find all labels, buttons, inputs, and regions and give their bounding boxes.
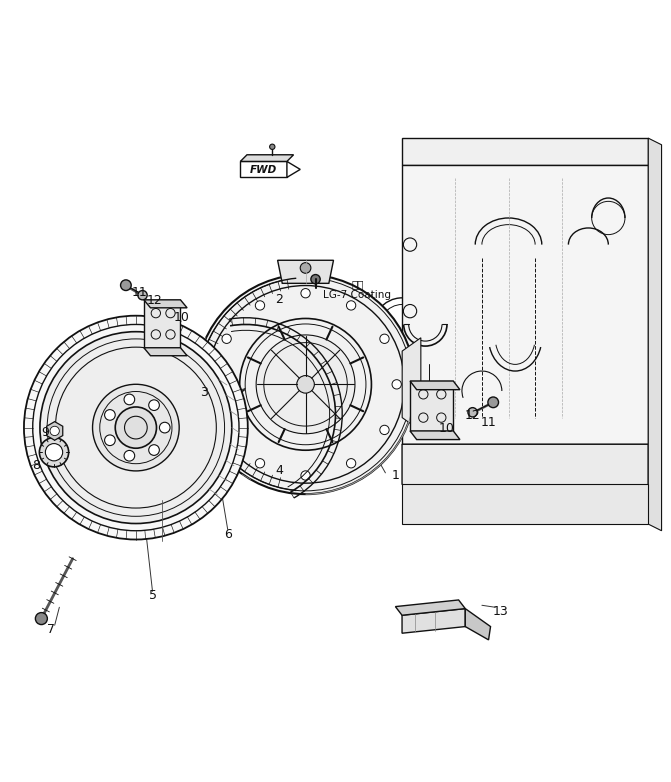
Circle shape (301, 289, 310, 298)
Polygon shape (402, 138, 648, 165)
Polygon shape (402, 444, 648, 524)
Circle shape (93, 384, 179, 471)
Circle shape (300, 263, 311, 273)
Circle shape (256, 335, 355, 434)
Polygon shape (402, 165, 648, 444)
Text: 7: 7 (47, 622, 55, 636)
Text: 4: 4 (275, 465, 283, 477)
Text: 5: 5 (148, 590, 156, 602)
Text: 13: 13 (493, 605, 509, 619)
Polygon shape (144, 300, 180, 348)
Circle shape (105, 435, 115, 446)
Circle shape (468, 407, 477, 417)
Polygon shape (46, 421, 63, 440)
Circle shape (301, 471, 310, 480)
Text: 注布: 注布 (351, 279, 364, 289)
Text: 11: 11 (480, 417, 497, 429)
Circle shape (149, 445, 160, 455)
Text: 1: 1 (391, 469, 399, 482)
Circle shape (256, 301, 264, 310)
Circle shape (222, 334, 231, 343)
Polygon shape (410, 431, 460, 439)
Polygon shape (402, 484, 648, 524)
Circle shape (297, 375, 314, 393)
Polygon shape (465, 608, 491, 640)
Circle shape (380, 334, 389, 343)
Text: 2: 2 (275, 292, 283, 306)
Polygon shape (240, 155, 294, 161)
Circle shape (121, 280, 132, 291)
Polygon shape (144, 348, 187, 356)
Circle shape (105, 410, 115, 420)
Polygon shape (402, 338, 421, 431)
Circle shape (124, 450, 135, 461)
Circle shape (115, 407, 156, 448)
Circle shape (124, 394, 135, 405)
Circle shape (36, 612, 48, 625)
Polygon shape (144, 300, 187, 308)
Text: 11: 11 (132, 286, 147, 299)
Circle shape (270, 144, 275, 149)
Circle shape (256, 458, 264, 468)
Text: 8: 8 (32, 459, 40, 472)
Polygon shape (410, 381, 460, 389)
Circle shape (210, 380, 219, 389)
Polygon shape (402, 608, 465, 633)
Circle shape (311, 274, 320, 284)
Text: FWD: FWD (250, 165, 277, 175)
Circle shape (209, 394, 219, 405)
Circle shape (138, 291, 147, 300)
Polygon shape (648, 138, 662, 531)
Text: 10: 10 (173, 311, 189, 325)
Circle shape (160, 422, 170, 433)
Text: 6: 6 (223, 528, 231, 540)
Circle shape (46, 443, 62, 461)
Circle shape (392, 380, 401, 389)
Circle shape (488, 397, 499, 407)
Text: 9: 9 (41, 425, 48, 439)
Circle shape (149, 400, 160, 411)
Text: 12: 12 (465, 409, 480, 422)
Circle shape (380, 425, 389, 435)
Circle shape (196, 274, 415, 494)
Polygon shape (395, 600, 465, 615)
Text: 3: 3 (200, 386, 208, 400)
Circle shape (50, 426, 59, 436)
Circle shape (346, 301, 356, 310)
Text: 12: 12 (147, 294, 162, 307)
Circle shape (40, 438, 68, 467)
Text: 10: 10 (439, 422, 454, 436)
Circle shape (346, 458, 356, 468)
Circle shape (24, 316, 248, 540)
Polygon shape (240, 161, 287, 178)
Polygon shape (287, 161, 300, 178)
Polygon shape (278, 260, 333, 283)
Circle shape (40, 332, 231, 523)
Polygon shape (410, 381, 454, 431)
Text: LG-7 Coating: LG-7 Coating (323, 289, 391, 300)
Circle shape (222, 425, 231, 435)
